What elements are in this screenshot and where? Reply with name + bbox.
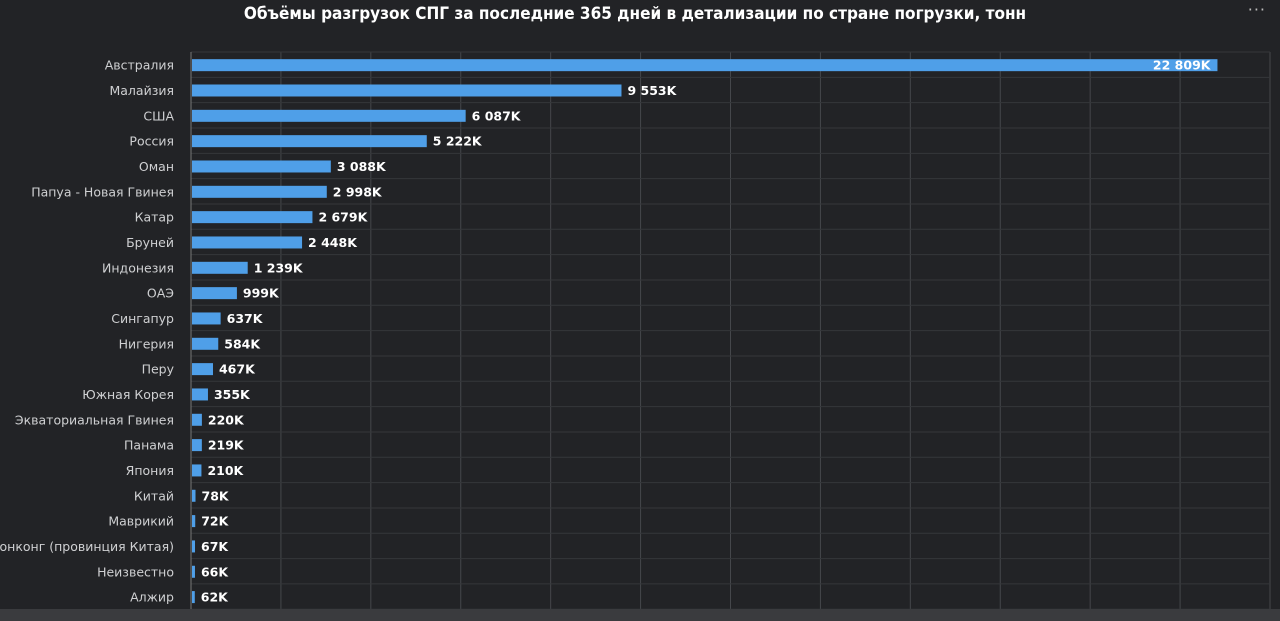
data-label: 62K [201, 590, 229, 605]
category-label: ОАЭ [147, 286, 174, 301]
bar [192, 540, 196, 553]
bar [192, 565, 195, 578]
bar [192, 261, 248, 274]
data-label: 22 809K [1153, 58, 1212, 73]
category-label: Перу [142, 362, 175, 377]
bar [192, 109, 466, 122]
category-label: Экваториальная Гвинея [15, 412, 174, 427]
category-label: Панама [124, 438, 174, 453]
bar [192, 236, 303, 249]
data-label: 210K [207, 463, 244, 478]
data-label: 2 448K [308, 235, 358, 250]
category-label: Оман [139, 159, 174, 174]
category-label: Россия [129, 134, 174, 149]
category-label: Гонконг (провинция Китая) [0, 539, 174, 554]
bar [192, 515, 196, 528]
bottom-scrollbar [0, 609, 1280, 621]
data-label: 637K [227, 311, 264, 326]
category-label: Неизвестно [97, 564, 174, 579]
data-label: 9 553K [627, 83, 677, 98]
category-label: Катар [135, 210, 174, 225]
bar [192, 439, 202, 452]
data-label: 78K [202, 488, 230, 503]
data-label: 467K [219, 362, 256, 377]
bar [192, 185, 327, 198]
bar [192, 59, 1218, 72]
category-label: Бруней [126, 235, 174, 250]
data-label: 6 087K [472, 108, 522, 123]
category-label: Сингапур [111, 311, 174, 326]
data-label: 5 222K [433, 134, 483, 149]
data-label: 2 679K [318, 210, 368, 225]
data-label: 355K [214, 387, 251, 402]
data-label: 67K [201, 539, 229, 554]
bar [192, 160, 331, 173]
bar [192, 287, 237, 300]
bar [192, 363, 213, 376]
category-label: Малайзия [109, 83, 174, 98]
data-label: 72K [201, 514, 229, 529]
bar [192, 337, 219, 350]
bar [192, 489, 196, 502]
data-label: 999K [243, 286, 280, 301]
category-label: Австралия [105, 58, 174, 73]
bar [192, 591, 195, 604]
bar [192, 464, 202, 477]
data-label: 2 998K [333, 184, 383, 199]
category-label: Маврикий [108, 514, 174, 529]
category-label: Индонезия [102, 260, 174, 275]
data-label: 220K [208, 412, 245, 427]
category-label: Папуа - Новая Гвинея [31, 184, 174, 199]
data-label: 66K [201, 564, 229, 579]
category-label: Китай [134, 488, 174, 503]
bar [192, 84, 622, 97]
chart-title: Объёмы разгрузок СПГ за последние 365 дн… [243, 4, 1027, 24]
bar [192, 388, 208, 401]
category-label: Япония [126, 463, 174, 478]
category-label: США [143, 108, 174, 123]
data-label: 3 088K [337, 159, 387, 174]
bar [192, 135, 427, 148]
ellipsis-icon[interactable]: ··· [1247, 0, 1266, 19]
category-label: Южная Корея [82, 387, 174, 402]
bar [192, 312, 221, 325]
bar [192, 211, 313, 224]
bar [192, 413, 202, 426]
data-label: 1 239K [254, 260, 304, 275]
category-label: Нигерия [119, 336, 174, 351]
data-label: 219K [208, 438, 245, 453]
category-label: Алжир [130, 590, 174, 605]
data-label: 584K [224, 336, 261, 351]
